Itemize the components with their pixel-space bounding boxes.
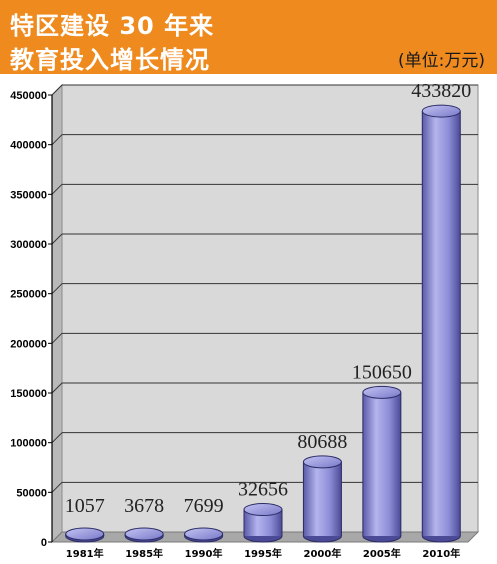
data-label: 1057 [65,495,105,517]
gridline-side [51,233,63,245]
y-tick-label: 250000 [10,289,47,301]
data-label: 7699 [184,495,224,517]
data-label: 150650 [352,361,412,383]
bar-top-cap [65,527,105,541]
x-tick-label: 1981年 [66,547,104,560]
gridline-side [51,481,63,493]
gridline-side [51,283,63,295]
gridline-side [51,84,63,96]
gridline-side [51,183,63,195]
unit-label: (单位:万元) [398,51,485,71]
title-banner: 特区建设 30 年来 教育投入增长情况 (单位:万元) [0,0,497,74]
data-label: 433820 [411,80,471,102]
y-tick-label: 100000 [10,438,47,450]
gridline-side [51,432,63,444]
plot-side-wall [51,83,63,544]
x-tick-label: 1995年 [244,547,282,560]
bar [303,461,342,536]
data-label: 3678 [124,495,164,517]
plot-back-wall [61,84,479,533]
gridline-side [51,332,63,344]
gridline-side [51,134,63,146]
x-tick-label: 1990年 [185,547,223,560]
bar [362,392,401,536]
data-label: 32656 [238,479,288,501]
bar-top-cap [243,503,283,517]
y-tick-label: 50000 [16,487,47,499]
x-tick-label: 2010年 [422,547,460,560]
bar-top-cap [421,104,461,118]
y-tick-label: 300000 [10,239,47,251]
data-label: 80688 [297,431,347,453]
y-tick-label: 150000 [10,388,47,400]
bar-top-cap [302,455,342,469]
y-tick-label: 350000 [10,189,47,201]
y-tick-label: 450000 [10,90,47,102]
gridline-side [51,382,63,394]
y-tick-label: 0 [41,537,47,549]
bar-top-cap [362,385,402,399]
chart-title-line2: 教育投入增长情况 [10,46,210,74]
bar-top-cap [124,527,164,541]
x-tick-label: 2000年 [304,547,342,560]
x-tick-label: 1985年 [125,547,163,560]
chart-title-line1: 特区建设 30 年来 [10,12,215,40]
x-tick-label: 2005年 [363,547,401,560]
y-tick-label: 200000 [10,338,47,350]
y-tick-label: 400000 [10,140,47,152]
bar-top-cap [184,527,224,541]
bar [422,111,461,536]
